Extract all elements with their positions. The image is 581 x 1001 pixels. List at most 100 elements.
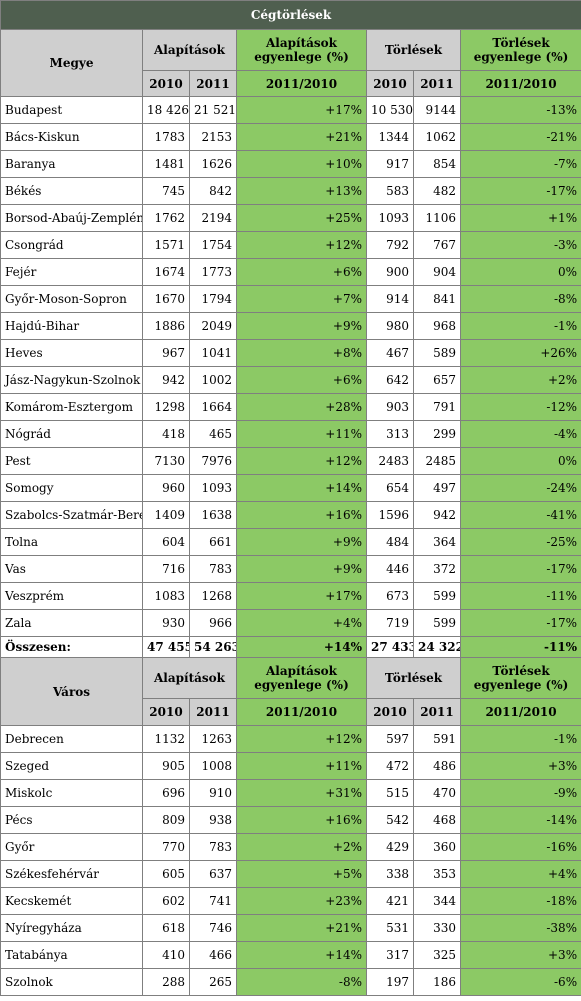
table-row: Debrecen 1132 1263 +12% 597 591 -1% <box>0 725 581 753</box>
cell-deletion-change: -8% <box>459 285 581 313</box>
cell-founding-change: -8% <box>236 968 367 996</box>
cell-founding-change: +9% <box>236 528 367 556</box>
cell-deletion-change: -17% <box>459 177 581 205</box>
cell-deletion-2010: 531 <box>366 914 414 942</box>
cell-name: Pécs <box>0 806 143 834</box>
cell-deletion-2010: 2483 <box>366 447 414 475</box>
cell-deletion-2010: 197 <box>366 968 414 996</box>
cell-founding-2010: 410 <box>142 941 190 969</box>
cell-founding-2010: 1481 <box>142 150 190 178</box>
cell-name: Veszprém <box>0 582 143 610</box>
cell-name: Szabolcs-Szatmár-Bereg <box>0 501 143 529</box>
county-founding-change-header: Alapítások egyenlege (%) <box>236 29 367 71</box>
cell-deletion-2011: 9144 <box>413 96 461 124</box>
cell-founding-2011: 265 <box>189 968 237 996</box>
cell-founding-2010: 1783 <box>142 123 190 151</box>
cell-founding-2011: 1008 <box>189 752 237 780</box>
cell-founding-2010: 618 <box>142 914 190 942</box>
cell-founding-2011: 783 <box>189 833 237 861</box>
cell-founding-2011: 637 <box>189 860 237 888</box>
cell-name: Debrecen <box>0 725 143 753</box>
city-deletion-header: Törlések <box>366 657 461 699</box>
cell-deletion-change: -38% <box>459 914 581 942</box>
cell-deletion-2010: 472 <box>366 752 414 780</box>
cell-deletion-change: -18% <box>459 887 581 915</box>
cell-name: Tatabánya <box>0 941 143 969</box>
cell-founding-2011: 1773 <box>189 258 237 286</box>
cell-deletion-2010: 673 <box>366 582 414 610</box>
cell-deletion-2011: 360 <box>413 833 461 861</box>
city-founding-change-header: Alapítások egyenlege (%) <box>236 657 367 699</box>
cell-deletion-2011: 372 <box>413 555 461 583</box>
cell-founding-2011: 910 <box>189 779 237 807</box>
cell-deletion-change: +1% <box>459 204 581 232</box>
cell-founding-change: +21% <box>236 914 367 942</box>
cell-deletion-change: -4% <box>459 420 581 448</box>
cell-deletion-2010: 597 <box>366 725 414 753</box>
cell-deletion-2010: 10 530 <box>366 96 414 124</box>
table-row: Kecskemét 602 741 +23% 421 344 -18% <box>0 887 581 915</box>
cell-founding-2011: 1626 <box>189 150 237 178</box>
table-row: Hajdú-Bihar 1886 2049 +9% 980 968 -1% <box>0 312 581 340</box>
cell-deletion-change: +4% <box>459 860 581 888</box>
cell-founding-2010: 288 <box>142 968 190 996</box>
cell-deletion-change: -3% <box>459 231 581 259</box>
cell-founding-change: +12% <box>236 447 367 475</box>
total-deletion-change: -11% <box>459 636 581 658</box>
cell-deletion-2011: 482 <box>413 177 461 205</box>
total-row: Összesen: 47 455 54 263 +14% 27 433 24 322 -11… <box>0 636 581 658</box>
cell-founding-2011: 7976 <box>189 447 237 475</box>
cell-name: Kecskemét <box>0 887 143 915</box>
table-row: Heves 967 1041 +8% 467 589 +26% <box>0 339 581 367</box>
cell-deletion-change: -6% <box>459 968 581 996</box>
cell-founding-2010: 905 <box>142 752 190 780</box>
cell-founding-change: +17% <box>236 96 367 124</box>
cell-founding-2010: 1083 <box>142 582 190 610</box>
cell-deletion-2011: 1106 <box>413 204 461 232</box>
city-section: Város Alapítások Alapítások egyenlege (%… <box>0 657 581 996</box>
county-deletion-change-header: Törlések egyenlege (%) <box>459 29 581 71</box>
cell-name: Nógrád <box>0 420 143 448</box>
cell-deletion-2011: 904 <box>413 258 461 286</box>
cell-deletion-change: +2% <box>459 366 581 394</box>
cell-deletion-2010: 1596 <box>366 501 414 529</box>
cell-founding-2011: 966 <box>189 609 237 637</box>
cell-deletion-2011: 330 <box>413 914 461 942</box>
cell-name: Székesfehérvár <box>0 860 143 888</box>
cell-founding-2010: 942 <box>142 366 190 394</box>
table-row: Borsod-Abaúj-Zemplén 1762 2194 +25% 1093 1106… <box>0 204 581 232</box>
cell-deletion-change: +3% <box>459 941 581 969</box>
cell-founding-change: +25% <box>236 204 367 232</box>
table-row: Jász-Nagykun-Szolnok 942 1002 +6% 642 657 +2% <box>0 366 581 394</box>
cell-founding-2010: 960 <box>142 474 190 502</box>
cell-deletion-2010: 313 <box>366 420 414 448</box>
cell-deletion-change: -9% <box>459 779 581 807</box>
cell-founding-2010: 809 <box>142 806 190 834</box>
cell-deletion-2011: 791 <box>413 393 461 421</box>
cell-deletion-2010: 583 <box>366 177 414 205</box>
table-title: Cégtörlések <box>0 0 581 30</box>
cell-founding-2010: 1762 <box>142 204 190 232</box>
table-row: Pécs 809 938 +16% 542 468 -14% <box>0 806 581 834</box>
table-row: Baranya 1481 1626 +10% 917 854 -7% <box>0 150 581 178</box>
cell-founding-2010: 7130 <box>142 447 190 475</box>
cell-deletion-2011: 591 <box>413 725 461 753</box>
total-founding-change: +14% <box>236 636 367 658</box>
total-founding-2011: 54 263 <box>189 636 237 658</box>
county-name-header: Megye <box>0 29 143 97</box>
cell-deletion-2011: 364 <box>413 528 461 556</box>
cell-deletion-change: -1% <box>459 725 581 753</box>
cell-founding-2010: 696 <box>142 779 190 807</box>
county-founding-year-2010: 2010 <box>142 70 190 97</box>
table-row: Komárom-Esztergom 1298 1664 +28% 903 791 -12% <box>0 393 581 421</box>
cell-founding-2011: 1664 <box>189 393 237 421</box>
cell-founding-2011: 2194 <box>189 204 237 232</box>
county-deletion-period: 2011/2010 <box>459 70 581 97</box>
cell-name: Jász-Nagykun-Szolnok <box>0 366 143 394</box>
county-deletion-header: Törlések <box>366 29 461 71</box>
county-deletion-year-2011: 2011 <box>413 70 461 97</box>
cell-founding-change: +12% <box>236 231 367 259</box>
cell-deletion-2010: 980 <box>366 312 414 340</box>
county-founding-header: Alapítások <box>142 29 237 71</box>
